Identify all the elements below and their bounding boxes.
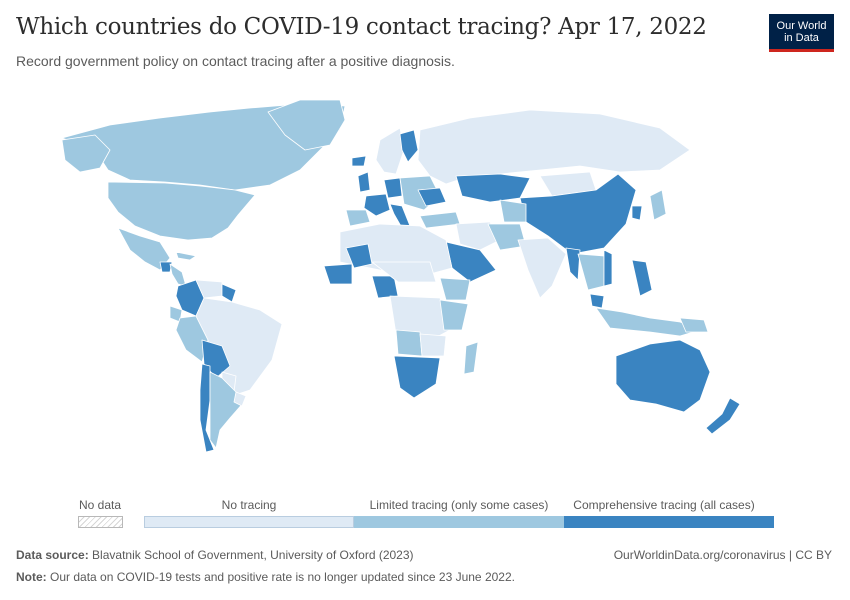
country-spain[interactable] — [345, 209, 371, 227]
country-ukraine[interactable] — [417, 187, 447, 207]
logo-line-1: Our World — [776, 20, 827, 32]
country-papua-new-guinea[interactable] — [679, 317, 709, 333]
country-korea[interactable] — [631, 205, 643, 221]
country-uruguay[interactable] — [233, 391, 247, 407]
country-usa[interactable] — [107, 181, 256, 241]
chart-title: Which countries do COVID-19 contact trac… — [16, 14, 707, 40]
world-map — [61, 99, 741, 453]
country-finland[interactable] — [399, 129, 419, 163]
legend-no-data-swatch[interactable] — [78, 516, 123, 528]
country-germany[interactable] — [383, 177, 403, 199]
country-iceland[interactable] — [351, 155, 367, 167]
country-france[interactable] — [363, 193, 391, 217]
country-mali[interactable] — [345, 243, 373, 269]
legend-swatch-comprehensive[interactable] — [564, 516, 774, 528]
chart-subtitle: Record government policy on contact trac… — [16, 53, 455, 69]
country-madagascar[interactable] — [463, 341, 479, 375]
note-label: Note: — [16, 570, 47, 584]
footer-credit-link[interactable]: OurWorldinData.org/coronavirus | CC BY — [613, 548, 832, 562]
legend-label-no-tracing: No tracing — [221, 498, 277, 512]
country-middle-east[interactable] — [455, 221, 501, 251]
country-australia[interactable] — [615, 339, 711, 413]
country-greenland[interactable] — [267, 99, 346, 151]
country-india[interactable] — [517, 237, 567, 299]
country-alaska[interactable] — [61, 134, 111, 173]
country-guyana[interactable] — [221, 283, 237, 303]
country-philippines[interactable] — [631, 259, 653, 297]
country-kazakhstan[interactable] — [455, 173, 531, 203]
country-malaysia[interactable] — [589, 293, 605, 309]
legend-label-limited: Limited tracing (only some cases) — [369, 498, 549, 512]
country-vietnam[interactable] — [603, 249, 613, 287]
note-text: Our data on COVID-19 tests and positive … — [50, 570, 515, 584]
owid-logo[interactable]: Our World in Data — [769, 14, 834, 52]
country-central-america[interactable] — [169, 263, 187, 287]
country-zambia[interactable] — [419, 333, 447, 357]
country-turkey[interactable] — [419, 211, 461, 229]
logo-line-2: in Data — [784, 32, 819, 44]
country-thailand-laos[interactable] — [577, 253, 605, 291]
country-cuba[interactable] — [175, 251, 197, 261]
country-east-africa[interactable] — [439, 299, 469, 331]
country-myanmar[interactable] — [565, 247, 581, 281]
legend-swatch-no-tracing[interactable] — [144, 516, 354, 528]
legend-swatch-limited[interactable] — [354, 516, 564, 528]
country-guatemala[interactable] — [159, 261, 173, 273]
legend-label-comprehensive: Comprehensive tracing (all cases) — [573, 498, 755, 512]
country-russia[interactable] — [417, 109, 691, 185]
country-china[interactable] — [519, 173, 637, 255]
country-central-asia[interactable] — [499, 199, 527, 223]
source-label: Data source: — [16, 548, 89, 562]
footer-note: Note: Our data on COVID-19 tests and pos… — [16, 570, 515, 584]
country-angola[interactable] — [395, 329, 423, 357]
country-sahel[interactable] — [371, 261, 437, 283]
country-argentina[interactable] — [209, 371, 245, 449]
country-brazil[interactable] — [195, 297, 283, 397]
country-japan[interactable] — [649, 189, 667, 221]
country-ethiopia[interactable] — [439, 277, 471, 301]
country-southern-africa[interactable] — [393, 355, 441, 399]
country-norway-sweden[interactable] — [375, 127, 405, 175]
legend-no-data-label: No data — [78, 498, 122, 512]
country-canada[interactable] — [61, 103, 346, 191]
source-text[interactable]: Blavatnik School of Government, Universi… — [92, 548, 414, 562]
country-saudi-arabia[interactable] — [445, 241, 497, 283]
country-new-zealand[interactable] — [705, 397, 741, 435]
country-west-africa[interactable] — [323, 263, 353, 285]
footer-source: Data source: Blavatnik School of Governm… — [16, 548, 414, 562]
country-uk[interactable] — [357, 171, 371, 193]
